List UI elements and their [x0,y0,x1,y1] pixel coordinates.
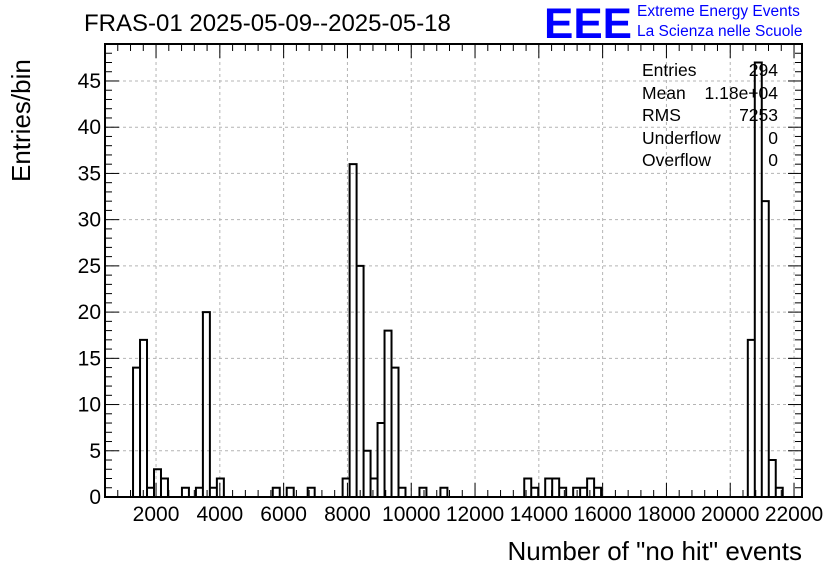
histogram-bin [769,460,776,497]
logo-caption: Extreme Energy Events La Scienza nelle S… [637,2,802,42]
histogram-bin [133,368,140,497]
stat-row-mean: Mean 1.18e+04 [642,82,780,105]
histogram-bin [273,488,280,497]
x-tick-label: 18000 [637,503,695,526]
x-tick-label: 4000 [196,503,243,526]
histogram-bin [161,479,168,497]
histogram-bin [287,488,294,497]
y-axis-ticks: 0 5 10 15 20 25 30 35 40 45 [78,43,802,509]
histogram-bin [140,340,147,497]
histogram-bin [587,479,594,497]
histogram-bin [182,488,189,497]
histogram-bin [552,479,559,497]
stat-label: Underflow [642,127,721,148]
stat-label: Entries [642,60,697,80]
stat-value: 1.18e+04 [704,82,778,103]
y-tick-label: 30 [78,209,101,232]
stat-row-overflow: Overflow 0 [642,149,780,172]
histogram-bin [196,488,203,497]
stats-box: Entries 294 Mean 1.18e+04 RMS 7253 Under… [642,59,780,172]
stat-label: RMS [642,105,681,126]
histogram-bin [210,488,217,497]
histogram-bin [748,340,755,497]
histogram-bin [762,201,769,497]
stat-value: 294 [748,60,778,80]
x-tick-label: 6000 [260,503,307,526]
stat-label: Mean [642,82,686,103]
y-tick-label: 20 [78,301,101,324]
eee-logo-letters: EEE [544,1,632,45]
x-tick-label: 20000 [701,503,759,526]
histogram-bin [524,479,531,497]
stat-label: Overflow [642,150,712,171]
plot-frame [104,43,803,498]
histogram-bin [531,488,538,497]
histogram-bin [350,164,357,497]
y-axis-label: Entries/bin [6,0,37,182]
histogram-bin [343,479,350,497]
histogram-bin [217,479,224,497]
x-tick-label: 16000 [573,503,631,526]
grid-lines [105,44,802,497]
logo-caption-line2: La Scienza nelle Scuole [637,23,803,40]
histogram-bin [371,479,378,497]
x-tick-label: 2000 [133,503,180,526]
stat-row-rms: RMS 7253 [642,104,780,127]
x-axis-ticks: 2000 4000 6000 8000 10000 12000 14000 16000 1800… [104,44,823,526]
y-tick-label: 40 [78,116,101,139]
histogram-bin [399,488,406,497]
x-tick-label: 14000 [510,503,568,526]
histogram-bin [419,488,426,497]
histogram-bin [594,488,601,497]
y-tick-label: 0 [89,486,101,509]
histogram-bin [385,331,392,497]
x-axis-label: Number of "no hit" events [507,536,803,566]
stat-row-underflow: Underflow 0 [642,127,780,150]
stat-value: 7253 [739,105,778,126]
histogram-bin [392,368,399,497]
histogram-bin [154,469,161,497]
histogram-bin [580,488,587,497]
y-tick-label: 25 [78,255,101,278]
y-tick-label: 45 [78,70,101,93]
y-axis-label-text: Entries/bin [6,59,36,182]
y-tick-label: 35 [78,162,101,185]
eee-logo: EEE [544,1,632,45]
y-tick-label: 5 [89,440,101,463]
x-tick-label: 22000 [765,503,823,526]
histogram-bin [440,488,447,497]
logo-caption-line1: Extreme Energy Events [637,3,800,20]
histogram-bin [147,488,154,497]
stat-value: 0 [768,150,778,171]
y-tick-label: 15 [78,347,101,370]
x-tick-label: 10000 [382,503,440,526]
histogram-bin [378,423,385,497]
stat-value: 0 [768,127,778,148]
x-tick-label: 8000 [324,503,371,526]
x-tick-label: 12000 [446,503,504,526]
stat-row-entries: Entries 294 [642,59,780,82]
y-tick-label: 10 [78,394,101,417]
histogram-bin [357,266,364,497]
chart-title: FRAS-01 2025-05-09--2025-05-18 [84,10,451,37]
histogram-bin [559,488,566,497]
histogram-bin [364,451,371,497]
